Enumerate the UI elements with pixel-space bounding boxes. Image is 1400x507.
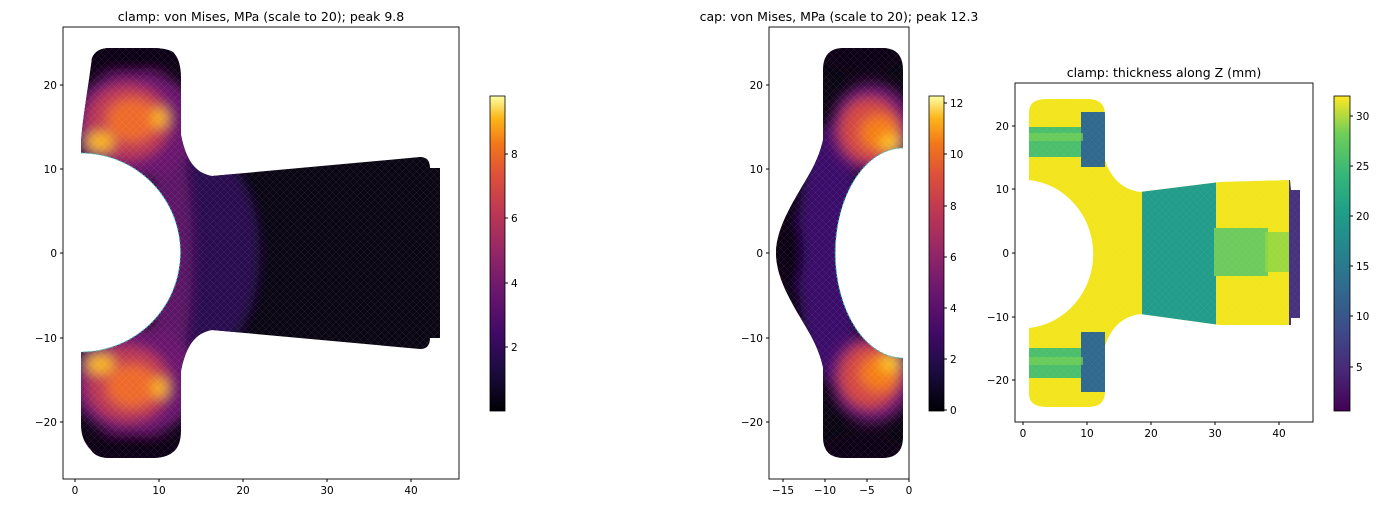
clamp-stress-xtick: 10 [152,485,165,497]
clamp-stress-cbar-tick: 6 [511,213,518,225]
clamp-thickness-cbar-tick: 30 [1356,111,1369,123]
cap-stress-ytick: −20 [741,417,763,429]
cap-stress-title: cap: von Mises, MPa (scale to 20); peak … [700,9,979,24]
cap-stress-cbar-tick: 4 [950,303,957,315]
cap-stress-ytick: 10 [750,164,763,176]
clamp-thickness-cbar-tick: 10 [1356,311,1369,323]
clamp-stress-xtick: 40 [404,485,417,497]
clamp-thickness-title: clamp: thickness along Z (mm) [1067,65,1262,80]
clamp-stress-ytick: 10 [44,164,57,176]
clamp-thickness-ytick: 10 [996,184,1009,196]
clamp-stress-cbar-tick: 4 [511,278,518,290]
clamp-stress-xaxis: 0 10 20 30 40 [72,479,418,497]
clamp-thickness-xtick: 30 [1208,428,1221,440]
clamp-thickness-ytick: 0 [1002,248,1009,260]
cap-stress-xtick: −10 [814,485,836,497]
clamp-stress-colorbar: 2 4 6 8 [489,95,518,412]
cap-stress-xtick: 0 [906,485,913,497]
cap-stress-cbar-tick: 12 [950,98,963,110]
cap-stress-cbar-tick: 8 [950,201,957,213]
clamp-thickness-xaxis: 0 10 20 30 40 [1020,422,1286,440]
clamp-stress-ytick: −10 [35,333,57,345]
clamp-stress-title: clamp: von Mises, MPa (scale to 20); pea… [118,9,405,24]
cap-stress-cbar-tick: 2 [950,354,957,366]
clamp-stress-panel: clamp: von Mises, MPa (scale to 20); pea… [35,9,518,497]
clamp-thickness-ytick: 20 [996,121,1009,133]
cap-stress-xtick: −5 [859,485,874,497]
clamp-stress-yaxis: 20 10 0 −10 −20 [35,80,63,429]
clamp-stress-cbar-tick: 2 [511,342,518,354]
clamp-stress-xtick: 20 [236,485,249,497]
cap-stress-cbar-tick: 6 [950,252,957,264]
clamp-thickness-cbar-tick: 5 [1356,362,1363,374]
clamp-thickness-cbar-tick: 20 [1356,211,1369,223]
cap-stress-cbar-tick: 0 [950,405,957,417]
cap-stress-ytick: −10 [741,333,763,345]
clamp-thickness-xtick: 20 [1144,428,1157,440]
cap-stress-ytick: 0 [756,248,763,260]
cap-stress-xaxis: −15 −10 −5 0 [772,479,912,497]
clamp-stress-ytick: 0 [50,248,57,260]
clamp-hole-edge [80,152,182,353]
clamp-stress-cbar-tick: 8 [511,149,518,161]
clamp-thickness-yaxis: 20 10 0 −10 −20 [987,121,1015,387]
clamp-stress-ytick: 20 [44,80,57,92]
clamp-thickness-xtick: 0 [1020,428,1027,440]
clamp-thickness-panel: clamp: thickness along Z (mm) 20 10 0 [987,65,1370,440]
cap-stress-xtick: −15 [772,485,794,497]
clamp-thickness-xtick: 10 [1080,428,1093,440]
clamp-stress-xtick: 30 [320,485,333,497]
cap-hole-edge [834,147,904,359]
cap-stress-colorbar: 0 2 4 6 8 10 12 [928,95,963,417]
clamp-thickness-cbar-tick: 15 [1356,261,1369,273]
clamp-thickness-xtick: 40 [1272,428,1285,440]
clamp-thickness-colorbar: 5 10 15 20 25 30 [1333,95,1369,412]
cap-stress-yaxis: 20 10 0 −10 −20 [741,80,769,429]
cap-stress-panel: cap: von Mises, MPa (scale to 20); peak … [700,9,979,497]
cap-stress-cbar-tick: 10 [950,149,963,161]
cap-stress-ytick: 20 [750,80,763,92]
clamp-stress-ytick: −20 [35,417,57,429]
clamp-thickness-cbar-tick: 25 [1356,161,1369,173]
clamp-stress-xtick: 0 [72,485,79,497]
clamp-thickness-ytick: −10 [987,312,1009,324]
clamp-thickness-ytick: −20 [987,375,1009,387]
